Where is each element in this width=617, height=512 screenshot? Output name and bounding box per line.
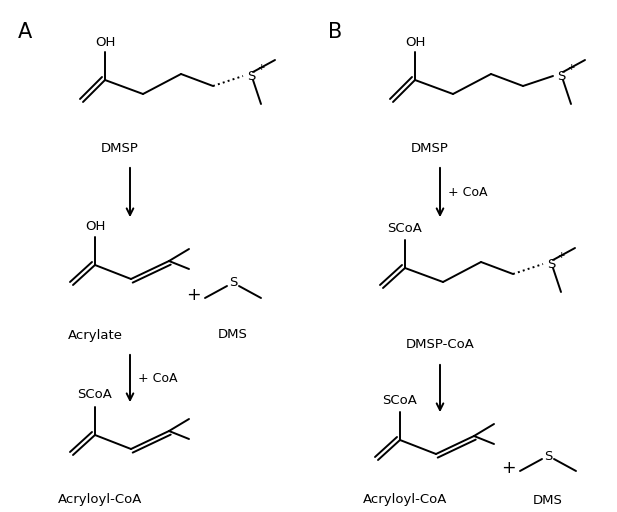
Text: OH: OH [95, 35, 115, 49]
Text: +: + [186, 286, 201, 304]
Text: +: + [557, 251, 565, 261]
Text: SCoA: SCoA [78, 389, 112, 401]
Text: +: + [500, 459, 515, 477]
Text: Acrylate: Acrylate [67, 329, 123, 342]
Text: DMSP: DMSP [411, 141, 449, 155]
Text: A: A [18, 22, 32, 42]
Text: S: S [544, 450, 552, 462]
Text: DMSP: DMSP [101, 141, 139, 155]
Text: SCoA: SCoA [387, 222, 423, 234]
Text: DMS: DMS [218, 329, 248, 342]
Text: DMSP-CoA: DMSP-CoA [405, 338, 474, 352]
Text: SCoA: SCoA [383, 394, 418, 407]
Text: S: S [229, 276, 237, 289]
Text: B: B [328, 22, 342, 42]
Text: + CoA: + CoA [138, 372, 178, 385]
Text: +: + [567, 63, 574, 73]
Text: S: S [247, 70, 255, 82]
Text: OH: OH [405, 35, 425, 49]
Text: S: S [547, 258, 555, 270]
Text: S: S [557, 70, 565, 82]
Text: + CoA: + CoA [448, 186, 487, 199]
Text: DMS: DMS [533, 494, 563, 506]
Text: Acryloyl-CoA: Acryloyl-CoA [58, 494, 142, 506]
Text: Acryloyl-CoA: Acryloyl-CoA [363, 494, 447, 506]
Text: +: + [257, 63, 265, 73]
Text: OH: OH [85, 221, 105, 233]
